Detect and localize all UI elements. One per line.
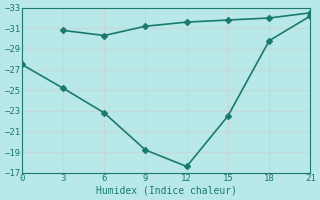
X-axis label: Humidex (Indice chaleur): Humidex (Indice chaleur) — [96, 186, 236, 196]
